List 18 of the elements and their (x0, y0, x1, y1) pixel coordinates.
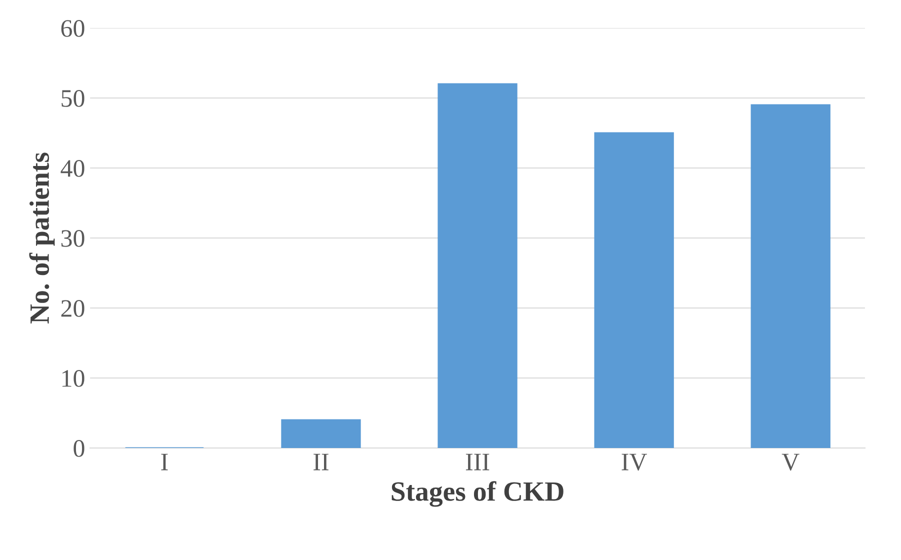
x-tick-label: II (314, 454, 328, 470)
y-tick-label: 20 (61, 300, 84, 317)
x-tick-label: III (466, 454, 490, 470)
y-tick-label: 30 (61, 230, 84, 247)
bar (281, 419, 361, 448)
x-tick-label: I (161, 454, 168, 470)
y-tick-label: 50 (62, 90, 84, 107)
y-tick-label: 40 (60, 160, 84, 177)
x-tick-label: IV (622, 454, 647, 471)
bar (594, 132, 674, 448)
y-tick-label: 60 (61, 20, 84, 37)
y-tick-label: 0 (74, 440, 84, 457)
y-axis-title: No. of patients (29, 152, 55, 324)
y-tick-label: 10 (62, 370, 84, 387)
bar (438, 83, 518, 448)
bar (750, 104, 830, 448)
x-tick-label: V (782, 454, 800, 471)
x-axis-title: Stages of CKD (392, 481, 564, 507)
